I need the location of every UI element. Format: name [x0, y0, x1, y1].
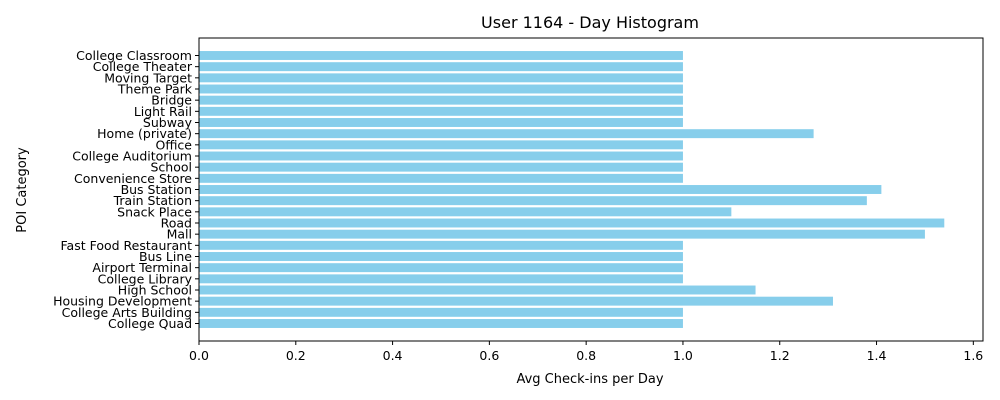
- y-tick-label: Road: [161, 216, 192, 231]
- bar: [199, 118, 683, 127]
- bar: [199, 51, 683, 60]
- y-tick-label: College Classroom: [76, 48, 192, 63]
- y-tick-label: Snack Place: [117, 204, 192, 219]
- y-tick-label: Fast Food Restaurant: [61, 238, 193, 253]
- bar: [199, 207, 732, 217]
- bar: [199, 274, 683, 284]
- y-tick-label: Bus Station: [121, 182, 192, 197]
- y-tick-label: Moving Target: [104, 70, 192, 85]
- y-tick-label: Convenience Store: [74, 171, 192, 186]
- y-tick-label: Mall: [167, 227, 192, 242]
- bar: [199, 218, 945, 228]
- y-tick-label: College Theater: [93, 59, 193, 74]
- x-axis-title: Avg Check-ins per Day: [516, 372, 663, 387]
- bar: [199, 129, 814, 139]
- bar: [199, 319, 683, 328]
- bar: [199, 162, 683, 172]
- bar: [199, 285, 756, 295]
- bar: [199, 62, 683, 72]
- y-tick-label: Bus Line: [139, 249, 192, 264]
- bar: [199, 185, 882, 194]
- y-tick-label: College Library: [98, 271, 193, 286]
- bar: [199, 140, 683, 150]
- y-tick-label: School: [151, 160, 193, 175]
- y-tick-label: Office: [156, 137, 193, 152]
- x-ticks: 0.0 0.2 0.4 0.6 0.8 1.0 1.2 1.4 1.6: [189, 341, 983, 363]
- bar: [199, 263, 683, 273]
- bar: [199, 307, 683, 317]
- y-axis-title: POI Category: [15, 147, 30, 233]
- bar: [199, 229, 925, 239]
- x-tick-label: 1.4: [867, 348, 887, 363]
- bar: [199, 252, 683, 261]
- y-tick-label: Home (private): [97, 126, 192, 141]
- y-tick-label: Theme Park: [117, 82, 193, 97]
- x-tick-label: 1.2: [770, 348, 790, 363]
- y-tick-label: College Arts Building: [62, 305, 192, 320]
- y-tick-label: Housing Development: [53, 294, 192, 309]
- bar: [199, 196, 867, 206]
- y-tick-label: College Quad: [108, 316, 192, 331]
- x-tick-label: 0.8: [576, 348, 596, 363]
- y-tick-label: Airport Terminal: [92, 260, 192, 275]
- x-tick-label: 1.6: [963, 348, 983, 363]
- plot-frame: [198, 37, 984, 342]
- bar: [199, 95, 683, 105]
- bar: [199, 106, 683, 116]
- bars-group: [199, 51, 945, 328]
- bar: [199, 84, 683, 94]
- y-tick-label: College Auditorium: [72, 149, 192, 164]
- x-tick-label: 0.0: [189, 348, 209, 363]
- x-tick-label: 1.0: [673, 348, 693, 363]
- x-tick-label: 0.6: [479, 348, 499, 363]
- y-tick-label: Bridge: [151, 93, 192, 108]
- bar: [199, 296, 833, 306]
- bar: [199, 151, 683, 161]
- y-tick-label: High School: [118, 283, 192, 298]
- bar: [199, 173, 683, 183]
- y-tick-label: Train Station: [113, 193, 192, 208]
- x-tick-label: 0.4: [383, 348, 403, 363]
- x-tick-label: 0.2: [286, 348, 306, 363]
- bar: [199, 73, 683, 83]
- bar: [199, 240, 683, 250]
- chart-title: User 1164 - Day Histogram: [481, 13, 699, 32]
- y-tick-label: Subway: [143, 115, 193, 130]
- y-tick-label: Light Rail: [134, 104, 192, 119]
